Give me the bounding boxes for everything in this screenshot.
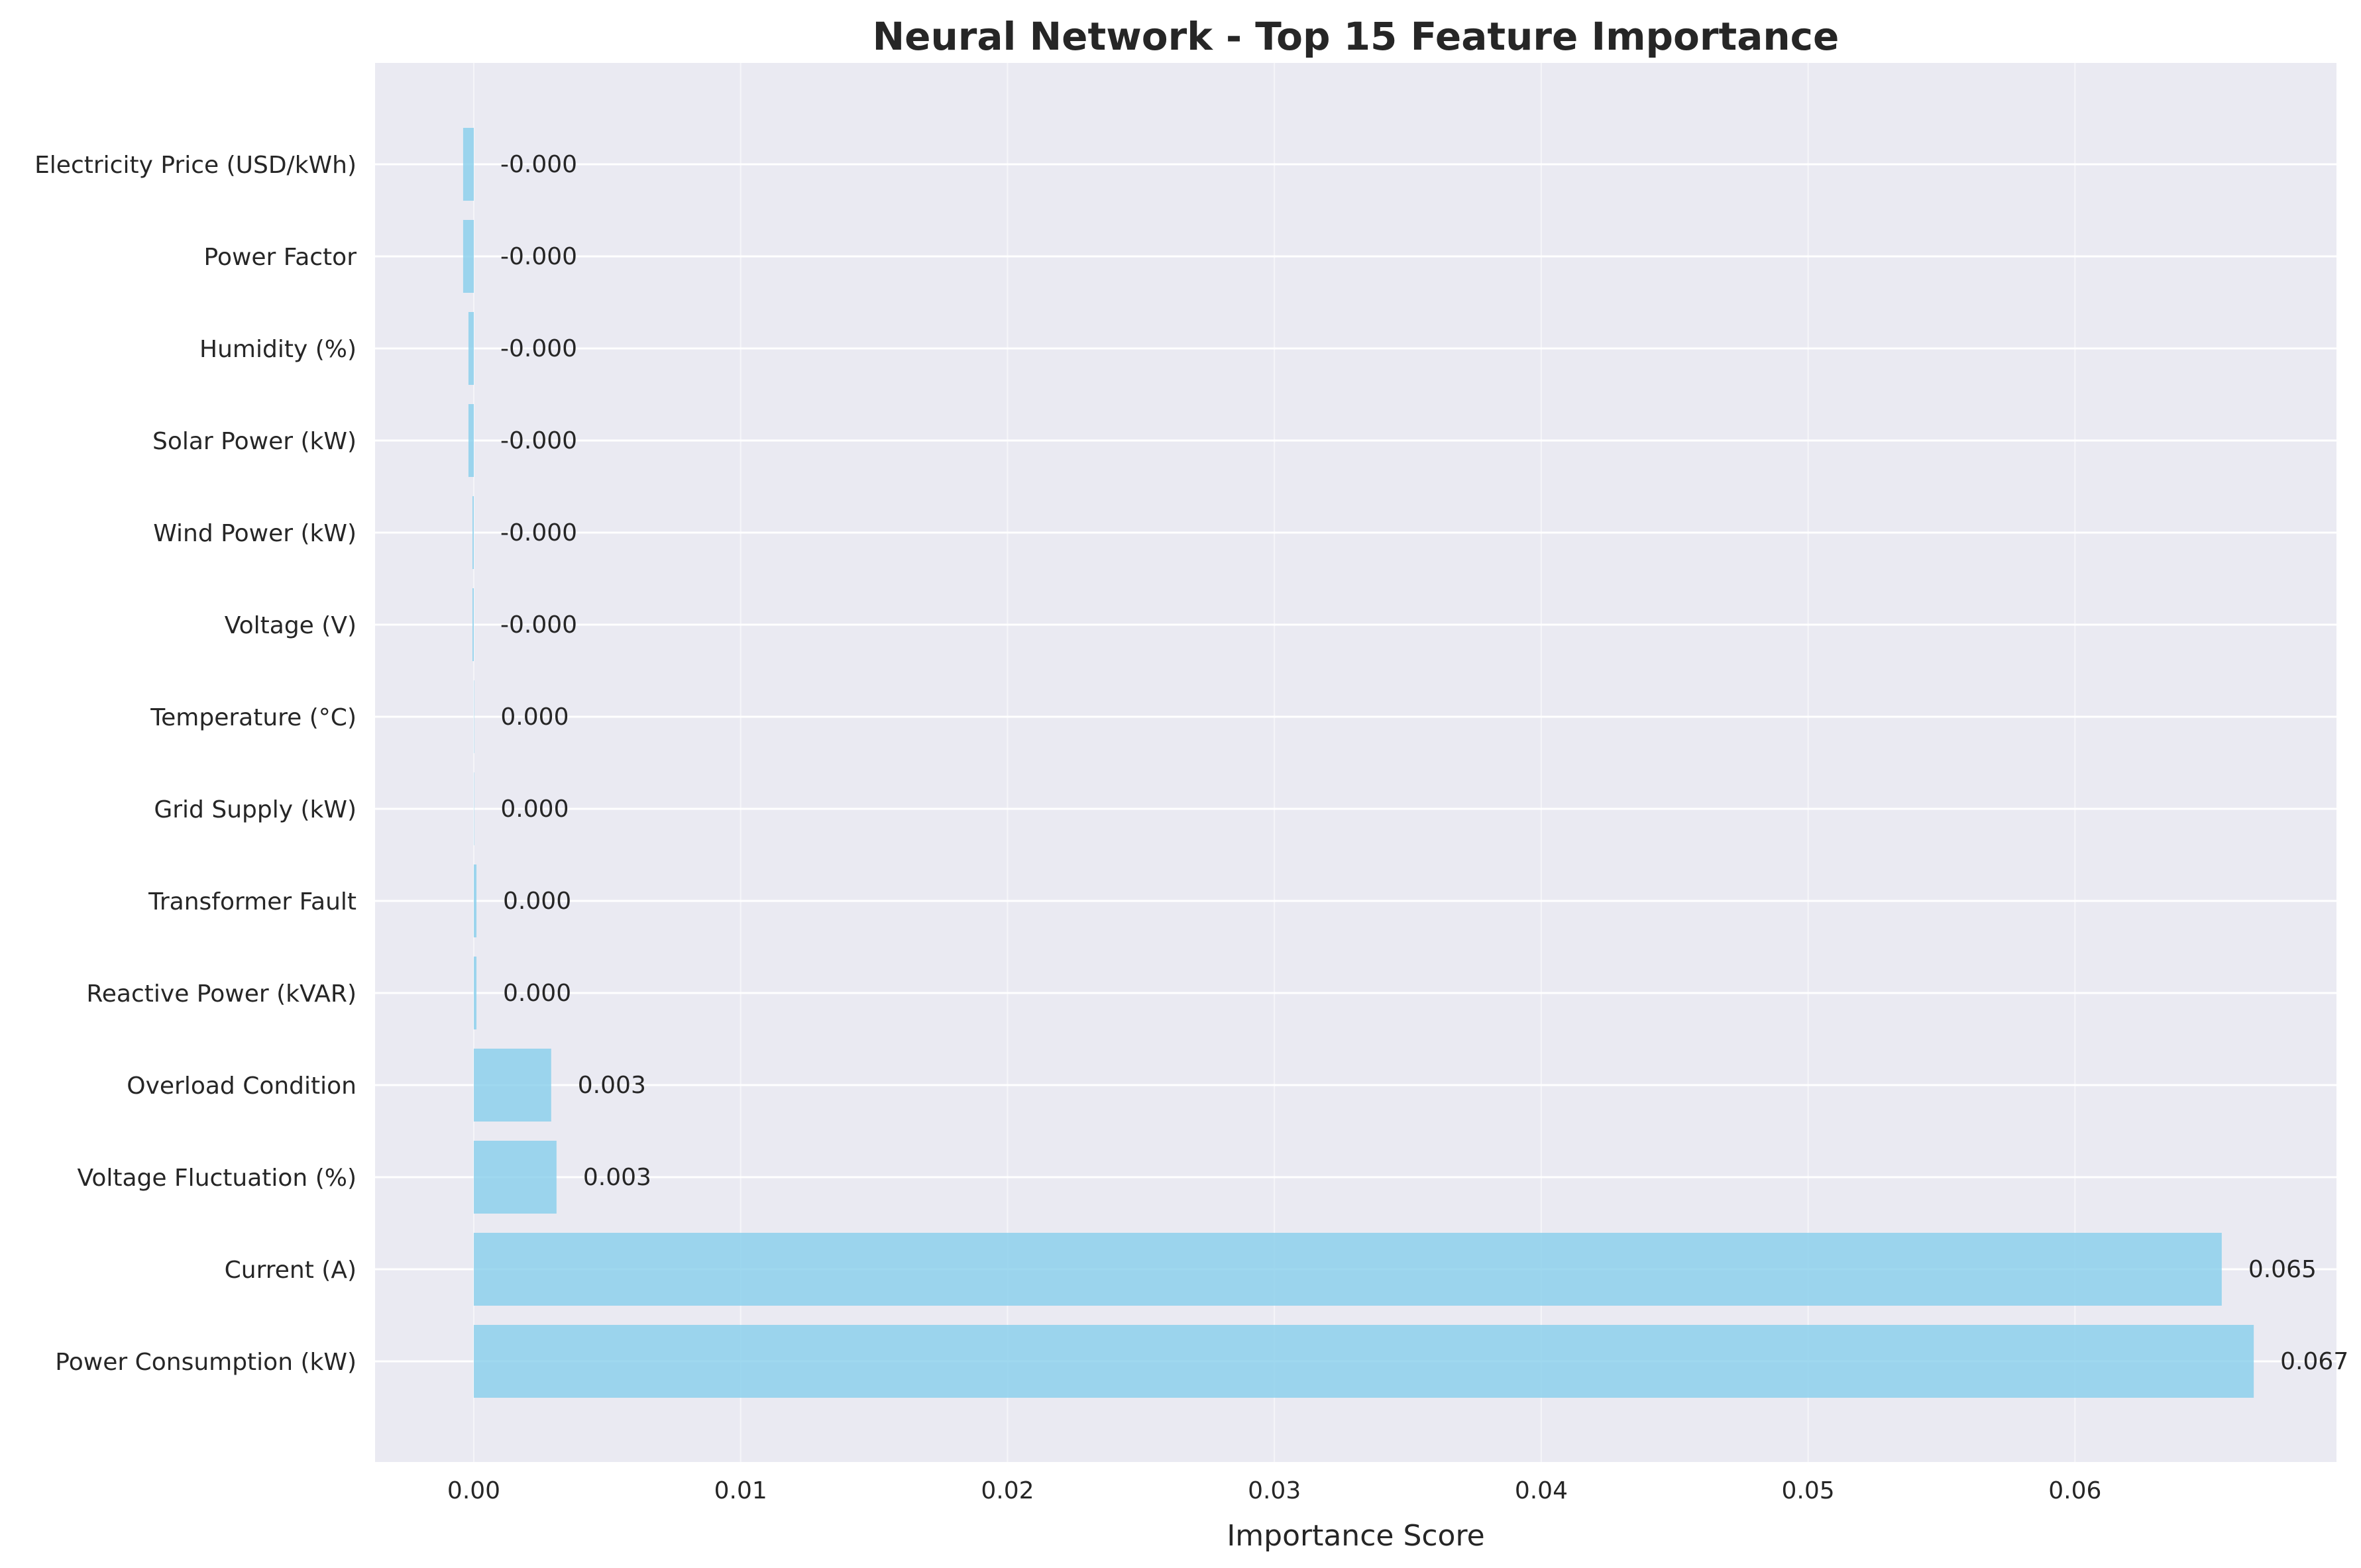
bar xyxy=(474,1233,2222,1306)
bar-value-label: -0.000 xyxy=(500,243,577,270)
x-tick-label: 0.00 xyxy=(447,1477,500,1504)
bar-value-label: -0.000 xyxy=(500,519,577,547)
y-tick-label: Overload Condition xyxy=(127,1072,357,1100)
y-tick-label: Voltage (V) xyxy=(225,612,357,639)
bar-value-label: 0.000 xyxy=(503,888,571,915)
bar xyxy=(474,864,477,937)
x-tick-label: 0.06 xyxy=(2048,1477,2101,1504)
bars xyxy=(463,128,2254,1398)
bar xyxy=(474,957,477,1029)
x-tick-label: 0.01 xyxy=(714,1477,767,1504)
y-tick-label: Power Consumption (kW) xyxy=(55,1349,357,1376)
bar-value-label: 0.067 xyxy=(2280,1348,2348,1375)
bar-value-label: 0.065 xyxy=(2248,1256,2317,1283)
bar-value-label: 0.003 xyxy=(583,1164,651,1191)
y-tick-label: Temperature (°C) xyxy=(150,704,357,731)
x-axis-label: Importance Score xyxy=(1227,1519,1484,1553)
bar xyxy=(474,1049,551,1122)
y-tick-label: Solar Power (kW) xyxy=(152,428,357,455)
bar-value-label: 0.003 xyxy=(578,1072,646,1099)
y-tick-label: Humidity (%) xyxy=(199,336,357,363)
y-tick-label: Power Factor xyxy=(204,244,357,271)
bar xyxy=(474,1141,557,1214)
bar-value-label: -0.000 xyxy=(500,151,577,178)
bar xyxy=(474,1325,2254,1398)
y-tick-label: Electricity Price (USD/kWh) xyxy=(34,152,357,179)
bar-value-label: -0.000 xyxy=(500,611,577,639)
y-tick-label: Transformer Fault xyxy=(148,888,357,915)
bar xyxy=(472,588,474,661)
bar xyxy=(472,496,474,569)
y-tick-label: Current (A) xyxy=(225,1257,357,1284)
bar-value-label: 0.000 xyxy=(500,796,569,823)
bar-value-label: -0.000 xyxy=(500,427,577,454)
chart-title: Neural Network - Top 15 Feature Importan… xyxy=(873,14,1839,59)
bar xyxy=(463,220,474,293)
x-tick-label: 0.02 xyxy=(981,1477,1034,1504)
x-tick-label: 0.05 xyxy=(1782,1477,1835,1504)
bar-value-label: 0.000 xyxy=(503,980,571,1007)
y-tick-label: Reactive Power (kVAR) xyxy=(86,980,357,1008)
y-tick-label: Grid Supply (kW) xyxy=(154,796,357,823)
y-tick-label: Voltage Fluctuation (%) xyxy=(78,1165,357,1192)
bar-value-label: 0.000 xyxy=(500,704,569,731)
x-tick-label: 0.03 xyxy=(1248,1477,1301,1504)
bar xyxy=(468,404,474,477)
data-labels: 0.067 0.065 0.003 0.003 0.000 0.000 0.000 0.000… xyxy=(500,151,2348,1375)
bar-value-label: -0.000 xyxy=(500,335,577,362)
plot-area xyxy=(375,63,2336,1462)
bar xyxy=(468,312,474,385)
x-tick-labels: 0.00 0.01 0.02 0.03 0.04 0.05 0.06 xyxy=(447,1477,2101,1504)
bar xyxy=(463,128,474,201)
x-tick-label: 0.04 xyxy=(1515,1477,1568,1504)
y-tick-label: Wind Power (kW) xyxy=(153,520,357,547)
y-tick-labels: Power Consumption (kW) Current (A) Voltage… xyxy=(34,152,357,1376)
